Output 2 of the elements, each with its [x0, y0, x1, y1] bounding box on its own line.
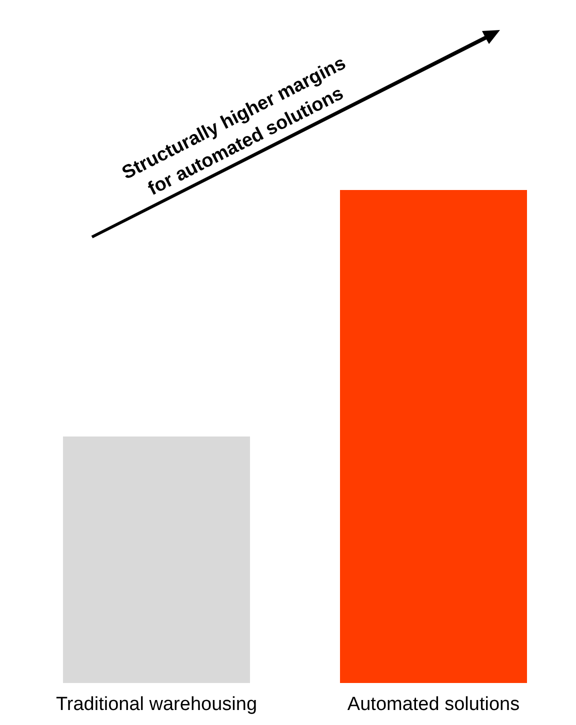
x-tick-label: Automated solutions [347, 694, 520, 715]
x-tick-label: Traditional warehousing [56, 694, 258, 715]
